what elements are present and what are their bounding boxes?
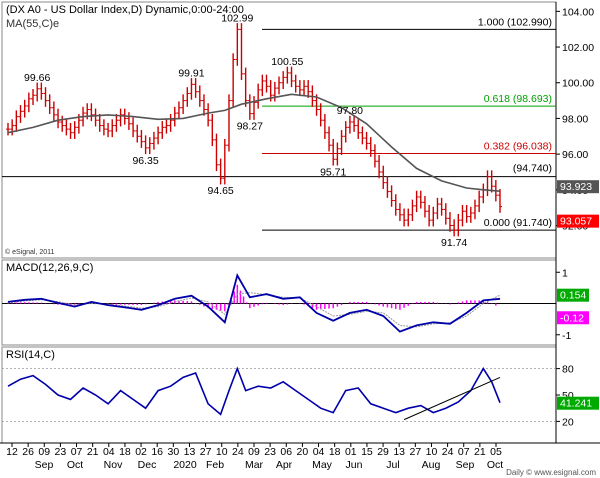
price-annotation-5: 98.27 <box>237 121 263 133</box>
x-day-label-11: 13 <box>184 446 196 458</box>
x-month-label-4: 2020 <box>173 459 197 471</box>
horizontal-line-label: (94.740) <box>513 163 552 175</box>
rsi-last-value-box-0 <box>557 396 599 410</box>
x-month-label-1: Oct <box>67 459 83 471</box>
macd-ytick-label-0: 1 <box>562 267 568 279</box>
x-month-label-10: Jul <box>386 459 399 471</box>
x-day-label-9: 16 <box>151 446 163 458</box>
rsi-ytick-label-1: 50 <box>562 390 574 402</box>
x-day-label-10: 30 <box>167 446 179 458</box>
fib-label-1: 0.618 (98.693) <box>484 93 552 105</box>
chart-title: (DX A0 - US Dollar Index,D) Dynamic,0:00… <box>6 4 244 16</box>
price-ytick-label-2: 100.00 <box>562 78 594 90</box>
watermark: Daily © www.esignal.com <box>506 468 596 477</box>
x-day-label-22: 15 <box>361 446 373 458</box>
x-day-label-2: 09 <box>38 446 50 458</box>
x-month-label-3: Dec <box>138 459 157 471</box>
rsi-title: RSI(14,C) <box>6 349 55 361</box>
x-day-label-26: 10 <box>426 446 438 458</box>
x-day-label-0: 12 <box>6 446 18 458</box>
x-day-label-29: 21 <box>474 446 486 458</box>
price-ytick-label-1: 102.00 <box>562 42 594 54</box>
x-month-label-0: Sep <box>35 459 54 471</box>
rsi-last-value-0: 41.241 <box>560 398 592 410</box>
x-day-label-1: 26 <box>22 446 34 458</box>
ma-line <box>7 93 501 192</box>
x-month-label-2: Nov <box>104 459 123 471</box>
x-day-label-27: 24 <box>442 446 454 458</box>
x-day-label-23: 29 <box>377 446 389 458</box>
price-annotation-7: 95.71 <box>320 166 346 178</box>
x-month-label-7: Apr <box>276 459 293 471</box>
macd-last-value-box-0 <box>557 288 589 302</box>
price-annotation-8: 97.80 <box>337 105 363 117</box>
x-day-label-17: 06 <box>280 446 292 458</box>
x-day-label-5: 21 <box>87 446 99 458</box>
rsi-ytick-label-2: 20 <box>562 416 574 428</box>
x-month-label-5: Feb <box>206 459 224 471</box>
x-day-label-30: 05 <box>490 446 502 458</box>
macd-signal-line <box>7 292 501 328</box>
x-month-label-11: Aug <box>422 459 441 471</box>
x-month-label-12: Sep <box>456 459 475 471</box>
macd-title: MACD(12,26,9,C) <box>6 262 93 274</box>
price-annotation-2: 99.91 <box>178 67 204 79</box>
x-day-label-14: 24 <box>232 446 244 458</box>
macd-last-value-1: -0.12 <box>560 312 584 324</box>
price-ytick-label-4: 96.00 <box>562 149 588 161</box>
macd-ytick-label-1: -1 <box>562 330 571 342</box>
rsi-ytick-label-0: 80 <box>562 364 574 376</box>
x-day-label-19: 04 <box>313 446 325 458</box>
x-day-label-6: 04 <box>103 446 115 458</box>
x-day-label-28: 07 <box>458 446 470 458</box>
price-annotation-9: 91.74 <box>441 237 467 249</box>
price-ytick-label-0: 104.00 <box>562 6 594 18</box>
x-day-label-3: 23 <box>55 446 67 458</box>
x-day-label-25: 27 <box>409 446 421 458</box>
x-day-label-7: 18 <box>119 446 131 458</box>
panel-frame-0 <box>1 1 557 259</box>
fib-label-3: 0.000 (91.740) <box>484 217 552 229</box>
price-last-value-0: 93.923 <box>560 181 592 193</box>
x-month-label-6: Mar <box>245 459 264 471</box>
price-last-value-box-0 <box>557 180 599 194</box>
x-month-label-13: Oct <box>487 459 503 471</box>
x-month-label-9: Jun <box>346 459 363 471</box>
fib-label-0: 1.000 (102.990) <box>478 16 552 28</box>
copyright-label: © eSignal, 2011 <box>5 248 55 256</box>
macd-line <box>7 273 501 333</box>
price-annotation-4: 102.99 <box>221 12 253 24</box>
x-day-label-8: 02 <box>135 446 147 458</box>
x-day-label-4: 07 <box>71 446 83 458</box>
price-last-value-box-1 <box>557 214 599 228</box>
x-day-label-21: 01 <box>345 446 357 458</box>
fib-label-2: 0.382 (96.038) <box>484 140 552 152</box>
price-annotation-3: 94.65 <box>208 185 234 197</box>
price-annotation-1: 96.35 <box>132 155 158 167</box>
x-day-label-13: 10 <box>216 446 228 458</box>
rsi-trendline <box>403 376 501 421</box>
macd-last-value-0: 0.154 <box>560 290 586 302</box>
x-month-label-8: May <box>312 459 333 471</box>
price-ytick-label-3: 98.00 <box>562 113 588 125</box>
x-day-label-20: 18 <box>329 446 341 458</box>
price-annotation-0: 99.66 <box>24 72 50 84</box>
price-last-value-1: 93.057 <box>560 216 592 228</box>
x-day-label-15: 09 <box>248 446 260 458</box>
panel-frame-2 <box>1 346 557 444</box>
x-day-label-24: 13 <box>393 446 405 458</box>
price-annotation-6: 100.55 <box>271 56 303 68</box>
x-day-label-12: 27 <box>200 446 212 458</box>
indicator-label: MA(55,C)e <box>6 18 59 30</box>
rsi-line <box>7 366 501 416</box>
macd-last-value-box-1 <box>557 311 589 325</box>
x-day-label-18: 20 <box>297 446 309 458</box>
x-day-label-16: 23 <box>264 446 276 458</box>
